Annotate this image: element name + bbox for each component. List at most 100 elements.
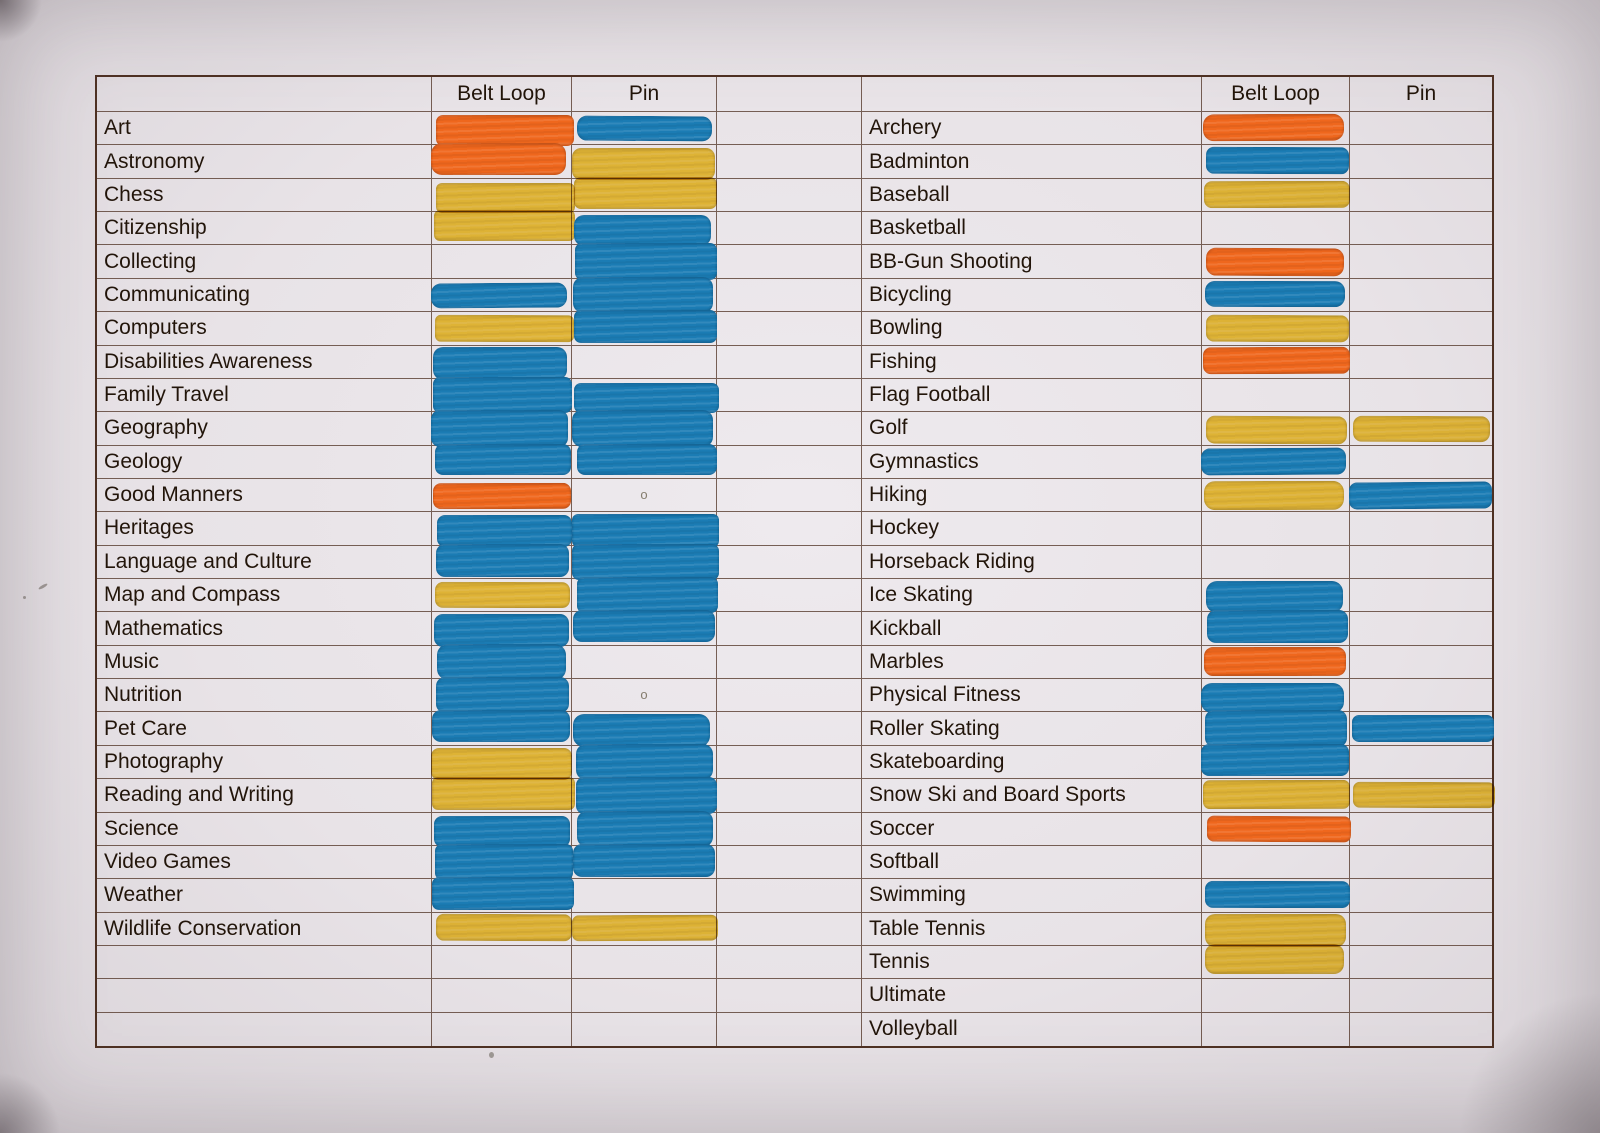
paper-speck — [23, 596, 26, 599]
pin-cell — [1350, 846, 1492, 880]
row-label-text: Geography — [104, 416, 208, 440]
spacer-cell — [717, 645, 862, 680]
row-label-text: Photography — [104, 749, 224, 773]
belt-loop-cell — [1202, 145, 1350, 179]
belt-loop-cell — [432, 777, 575, 813]
row-label-text: Collecting — [104, 249, 197, 273]
row-label-text: Art — [104, 116, 131, 140]
row-label: Soccer — [862, 812, 1202, 846]
marker-blue-belt-loop — [1201, 682, 1344, 714]
marker-blue-pin — [575, 243, 718, 280]
row-label: Badminton — [862, 145, 1202, 179]
row-label-text: Disabilities Awareness — [104, 349, 313, 373]
belt-loop-cell — [1202, 845, 1350, 880]
marker-yellow-pin — [574, 176, 718, 209]
row-label-text: Snow Ski and Board Sports — [869, 783, 1126, 807]
spacer-cell — [717, 178, 862, 213]
belt-loop-cell — [1202, 879, 1350, 913]
marker-blue-belt-loop — [436, 643, 566, 681]
marker-blue-belt-loop — [1205, 710, 1347, 747]
marker-yellow-belt-loop — [1206, 314, 1350, 342]
row-label: Video Games — [97, 845, 432, 880]
row-label-text: Bicycling — [869, 282, 952, 306]
pin-cell — [572, 912, 718, 946]
row-label: Good Manners — [97, 478, 432, 513]
pencil-note: o — [640, 686, 648, 702]
row-label-text: Mathematics — [104, 616, 224, 640]
belt-loop-cell — [432, 979, 572, 1013]
header-empty-cell — [97, 77, 432, 112]
belt-loop-cell — [432, 210, 575, 246]
spacer-cell — [717, 979, 862, 1013]
row-label-text: Hiking — [869, 483, 928, 507]
pin-cell — [572, 843, 717, 880]
spacer-cell — [717, 112, 862, 146]
pin-cell — [1350, 913, 1492, 946]
marker-blue-belt-loop — [433, 346, 568, 380]
belt-loop-cell — [1201, 445, 1350, 479]
pin-cell — [1350, 279, 1492, 313]
marker-orange-belt-loop — [1206, 247, 1345, 277]
row-label: Geography — [97, 412, 432, 446]
spacer-cell — [717, 845, 862, 880]
belt-loop-cell — [432, 312, 575, 346]
belt-loop-cell — [1202, 178, 1350, 213]
marker-blue-belt-loop — [431, 710, 570, 743]
pin-cell — [572, 743, 717, 781]
row-label-text: Science — [104, 816, 179, 840]
row-label: Volleyball — [862, 1012, 1202, 1046]
pin-cell — [1350, 212, 1492, 246]
row-label: Archery — [862, 112, 1202, 146]
belt-loop-cell — [431, 143, 572, 179]
spacer-cell — [717, 378, 862, 413]
row-label: Family Travel — [97, 378, 432, 413]
marker-yellow-belt-loop — [1203, 480, 1344, 511]
marker-blue-pin — [576, 115, 712, 142]
row-label: Kickball — [862, 612, 1202, 646]
row-label: Hockey — [862, 512, 1202, 546]
marker-blue-pin — [1348, 481, 1493, 510]
marker-orange-belt-loop — [1206, 815, 1351, 842]
row-label: Heritages — [97, 512, 432, 546]
row-label-text: Swimming — [869, 883, 966, 907]
pin-cell — [1348, 479, 1493, 513]
belt-loop-cell — [432, 512, 572, 547]
marker-blue-belt-loop — [1201, 743, 1350, 777]
pin-cell — [1350, 946, 1492, 980]
marker-blue-belt-loop — [1205, 581, 1344, 614]
spacer-cell — [717, 145, 862, 179]
marker-blue-pin — [572, 513, 720, 547]
row-label: Tennis — [862, 945, 1202, 980]
row-label-text: Softball — [869, 850, 940, 874]
pin-cell — [572, 243, 718, 280]
marker-yellow-belt-loop — [1205, 943, 1345, 975]
pin-cell — [1350, 746, 1492, 780]
pin-cell — [572, 345, 717, 379]
belt-loop-cell — [432, 612, 572, 647]
pin-cell — [571, 410, 717, 447]
pin-cell — [1350, 579, 1492, 613]
pin-cell — [572, 879, 717, 913]
spacer-cell — [717, 278, 862, 313]
marker-yellow-pin — [1353, 781, 1496, 809]
pin-cell — [572, 176, 718, 213]
marker-yellow-belt-loop — [1203, 180, 1350, 208]
pin-cell — [572, 443, 717, 479]
spacer-cell — [717, 212, 862, 246]
pin-cell — [572, 378, 719, 414]
marker-blue-pin — [572, 276, 713, 314]
row-label — [97, 979, 432, 1013]
belt-loop-cell — [432, 178, 575, 214]
marker-blue-belt-loop — [435, 443, 571, 476]
pin-cell — [572, 145, 717, 180]
pin-cell — [572, 276, 717, 314]
marker-yellow-pin — [572, 914, 718, 942]
spacer-cell — [717, 478, 862, 513]
belt-loop-cell — [432, 677, 572, 714]
spacer-cell — [717, 345, 862, 379]
marker-orange-belt-loop — [1203, 647, 1347, 676]
row-label: Softball — [862, 845, 1202, 880]
marker-yellow-belt-loop — [435, 182, 575, 214]
row-label: Snow Ski and Board Sports — [862, 779, 1202, 813]
